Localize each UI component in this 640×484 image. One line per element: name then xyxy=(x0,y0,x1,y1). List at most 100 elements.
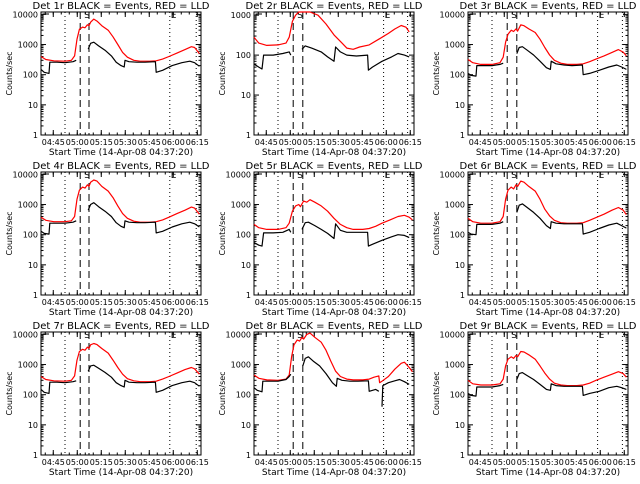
panel-det-5: Det 5r BLACK = Events, RED = LLD 1 10 100 10… xyxy=(218,161,423,318)
series-lld-red-line xyxy=(467,350,627,387)
end-marker: E xyxy=(385,331,391,341)
start-marker: S xyxy=(511,171,517,181)
end-marker: E xyxy=(385,11,391,21)
x-tick-label: 04:45 xyxy=(255,298,278,307)
end-marker: E xyxy=(171,331,177,341)
y-tick-label: 10 xyxy=(28,261,38,270)
x-tick-label: 05:45 xyxy=(565,298,588,307)
x-tick-label: 05:15 xyxy=(517,458,540,467)
x-axis-label: Start Time (14-Apr-08 04:37:20) xyxy=(262,308,406,318)
x-tick-label: 05:15 xyxy=(90,458,113,467)
panel-det-6: Det 6r BLACK = Events, RED = LLD 1 10 100 10… xyxy=(432,161,637,318)
x-tick-label: 06:15 xyxy=(399,298,422,307)
x-tick-label: 04:45 xyxy=(469,138,492,147)
y-axis-label: Counts/sec xyxy=(432,211,441,255)
x-tick-label: 06:15 xyxy=(613,138,636,147)
panel-title: Det 3r BLACK = Events, RED = LLD xyxy=(460,1,637,12)
series-lld-red-line xyxy=(467,24,627,65)
y-tick-label: 10000 xyxy=(226,170,251,179)
y-tick-label: 1000 xyxy=(231,11,251,20)
plot-frame xyxy=(40,171,202,296)
y-tick-label: 100 xyxy=(23,391,38,400)
y-tick-label: 10 xyxy=(455,101,465,110)
panel-det-3: Det 3r BLACK = Events, RED = LLD 1 10 100 10… xyxy=(432,1,637,158)
x-tick-label: 05:00 xyxy=(493,458,516,467)
x-tick-label: 06:00 xyxy=(589,298,612,307)
x-tick-label: 05:30 xyxy=(114,298,137,307)
x-axis-label: Start Time (14-Apr-08 04:37:20) xyxy=(49,468,193,478)
start-marker: S xyxy=(297,171,303,181)
x-axis-label: Start Time (14-Apr-08 04:37:20) xyxy=(49,148,193,158)
plot-frame xyxy=(40,331,202,456)
panel-det-1: Det 1r BLACK = Events, RED = LLD 1 10 100 10… xyxy=(5,1,210,158)
panel-det-9: Det 9r BLACK = Events, RED = LLD 1 10 100 10… xyxy=(432,321,637,478)
x-tick-label: 04:45 xyxy=(42,138,65,147)
y-tick-label: 10 xyxy=(241,421,251,430)
x-tick-label: 05:30 xyxy=(541,458,564,467)
y-tick-label: 100 xyxy=(236,231,251,240)
x-tick-label: 05:00 xyxy=(66,458,89,467)
x-tick-label: 05:15 xyxy=(303,298,326,307)
series-lld-red-line xyxy=(253,199,413,230)
x-tick-label: 04:45 xyxy=(255,458,278,467)
y-axis-label: Counts/sec xyxy=(218,211,227,255)
start-marker: S xyxy=(297,331,303,341)
y-tick-label: 1 xyxy=(33,131,38,140)
y-tick-label: 1000 xyxy=(445,201,465,210)
x-axis-label: Start Time (14-Apr-08 04:37:20) xyxy=(476,148,620,158)
x-tick-label: 05:45 xyxy=(138,298,161,307)
y-tick-label: 1000 xyxy=(18,361,38,370)
left-bracket-marker xyxy=(42,333,49,340)
end-marker: E xyxy=(599,171,605,181)
x-tick-label: 06:15 xyxy=(186,298,209,307)
left-bracket-marker xyxy=(42,173,49,180)
series-events-black-line xyxy=(253,45,410,71)
panel-det-2: Det 2r BLACK = Events, RED = LLD 1 10 100 10… xyxy=(218,1,423,158)
plot-frame xyxy=(467,171,629,296)
left-bracket-marker xyxy=(255,13,262,20)
y-axis-label: Counts/sec xyxy=(432,51,441,95)
x-tick-label: 05:15 xyxy=(303,458,326,467)
x-tick-label: 05:30 xyxy=(114,458,137,467)
panel-det-8: Det 8r BLACK = Events, RED = LLD 1 10 100 10… xyxy=(218,321,423,478)
plot-frame xyxy=(40,11,202,136)
x-tick-label: 04:45 xyxy=(469,298,492,307)
x-tick-label: 06:15 xyxy=(613,298,636,307)
x-tick-label: 06:00 xyxy=(162,298,185,307)
left-bracket-marker xyxy=(469,333,476,340)
y-tick-label: 1 xyxy=(246,291,251,300)
y-axis-label: Counts/sec xyxy=(218,51,227,95)
x-tick-label: 05:45 xyxy=(351,458,374,467)
left-bracket-marker xyxy=(469,173,476,180)
plot-frame xyxy=(253,331,415,456)
y-tick-label: 1000 xyxy=(445,41,465,50)
start-marker: S xyxy=(511,331,517,341)
y-tick-label: 100 xyxy=(450,391,465,400)
y-tick-label: 1000 xyxy=(18,41,38,50)
x-tick-label: 05:45 xyxy=(565,458,588,467)
x-tick-label: 05:45 xyxy=(565,138,588,147)
y-tick-label: 100 xyxy=(236,51,251,60)
series-events-black-line xyxy=(467,46,627,77)
x-tick-label: 05:45 xyxy=(138,138,161,147)
x-tick-label: 06:15 xyxy=(186,138,209,147)
x-tick-label: 06:15 xyxy=(613,458,636,467)
x-axis-label: Start Time (14-Apr-08 04:37:20) xyxy=(49,308,193,318)
series-events-black-line xyxy=(253,221,410,247)
y-tick-label: 10000 xyxy=(440,330,465,339)
end-marker: E xyxy=(171,11,177,21)
x-tick-label: 05:30 xyxy=(327,458,350,467)
y-tick-label: 100 xyxy=(450,71,465,80)
y-tick-label: 1000 xyxy=(231,361,251,370)
panel-title: Det 6r BLACK = Events, RED = LLD xyxy=(460,161,637,172)
y-tick-label: 1000 xyxy=(18,201,38,210)
y-tick-label: 10000 xyxy=(13,330,38,339)
x-tick-label: 05:00 xyxy=(279,298,302,307)
start-marker: S xyxy=(511,11,517,21)
series-events-black-line xyxy=(467,203,627,236)
series-events-black-line xyxy=(253,356,410,407)
x-tick-label: 06:00 xyxy=(589,458,612,467)
plot-frame xyxy=(253,171,415,296)
